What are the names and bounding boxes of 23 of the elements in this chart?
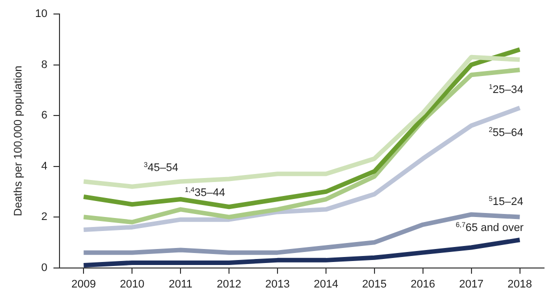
y-tick-label: 8 xyxy=(41,58,48,71)
x-tick-label: 2009 xyxy=(71,278,96,290)
x-tick-label: 2012 xyxy=(216,278,242,290)
y-tick-label: 0 xyxy=(41,262,48,274)
y-tick-label: 4 xyxy=(41,160,48,172)
x-tick-label: 2013 xyxy=(265,278,290,290)
y-tick-label: 6 xyxy=(41,110,48,122)
series-label: $^{1}$25–34 xyxy=(488,84,524,96)
x-tick-label: 2014 xyxy=(314,278,338,290)
x-tick-label: 2015 xyxy=(362,278,387,290)
series-label: $^{2}$55–64 xyxy=(488,127,524,140)
y-tick-label: 10 xyxy=(35,8,48,20)
series-label: $^{1,4}$35–44 xyxy=(184,186,226,199)
series-label: $^{6,7}$65 and over xyxy=(456,222,524,234)
x-tick-label: 2016 xyxy=(410,278,436,290)
y-axis-title: Deaths per 100,000 population xyxy=(12,66,25,216)
x-tick-label: 2017 xyxy=(459,278,484,290)
series-label: $^{3}$45–54 xyxy=(144,162,178,174)
x-tick-label: 2018 xyxy=(508,278,532,290)
x-tick-label: 2011 xyxy=(168,278,192,290)
y-tick-label: 2 xyxy=(41,211,48,224)
series-label: $^{5}$15–24 xyxy=(488,196,524,208)
x-tick-label: 2010 xyxy=(120,278,144,290)
